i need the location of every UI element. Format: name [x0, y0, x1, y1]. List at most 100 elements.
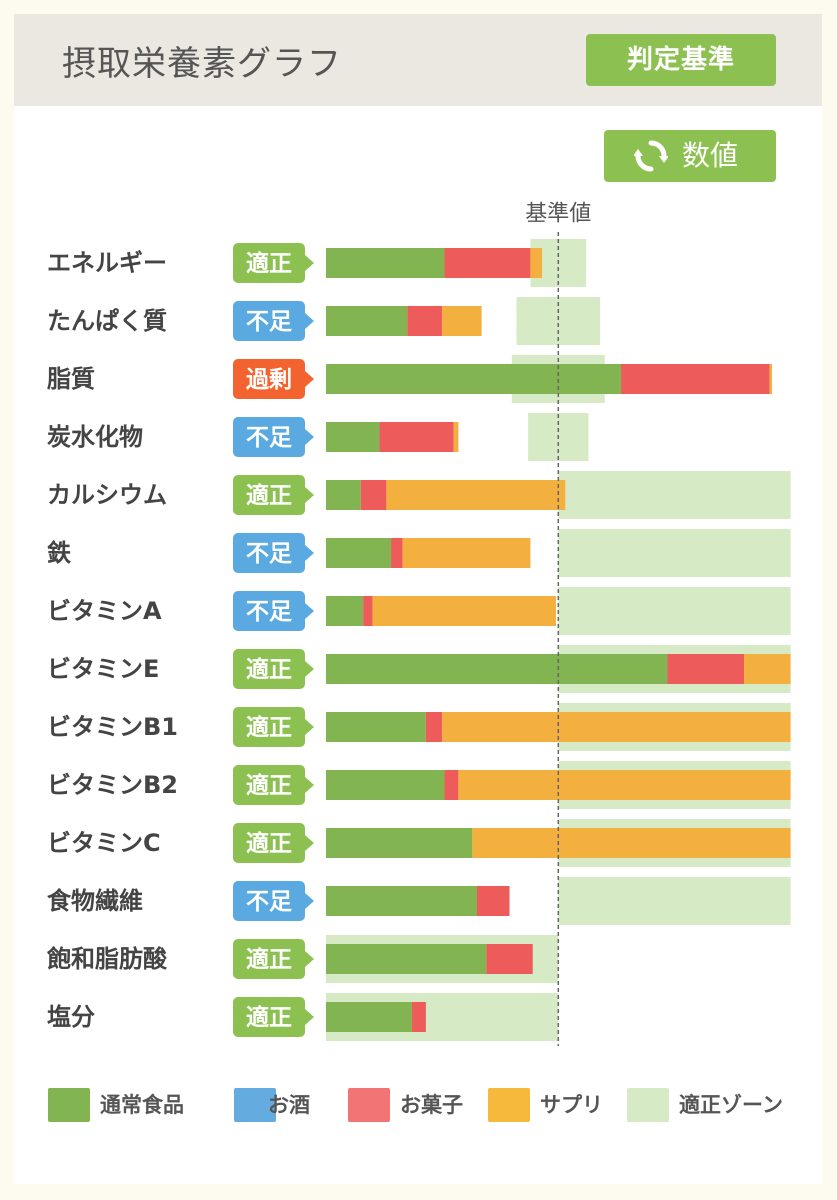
status-badge-label: 過剰: [246, 366, 292, 393]
category-label: ビタミンB1: [47, 713, 178, 741]
page-title: 摂取栄養素グラフ: [62, 44, 342, 84]
bar-sweets: [407, 306, 443, 336]
bar-food: [326, 306, 408, 336]
category-label: 炭水化物: [47, 423, 143, 451]
legend-swatch: [234, 1088, 276, 1122]
bar-sweets: [363, 596, 373, 626]
status-badge-arrow: [305, 429, 314, 445]
category-label: ビタミンB2: [47, 771, 178, 799]
zone-band: [558, 529, 791, 577]
bar-sweets: [621, 364, 770, 394]
category-label: 食物繊維: [47, 887, 143, 915]
status-badge-arrow: [305, 255, 314, 271]
bar-sweets: [486, 944, 533, 974]
bar-food: [326, 886, 477, 916]
bar-food: [326, 596, 364, 626]
reference-label: 基準値: [525, 202, 591, 227]
legend-label: お酒: [268, 1093, 310, 1117]
bar-sweets: [425, 712, 443, 742]
category-label: エネルギー: [47, 249, 167, 277]
status-badge: [233, 243, 305, 283]
bar-food: [326, 654, 668, 684]
bar-food: [326, 770, 445, 800]
status-badge-arrow: [305, 603, 314, 619]
bar-supplement: [453, 422, 459, 452]
status-badge-label: 不足: [246, 889, 292, 915]
status-badge: [233, 591, 305, 631]
bar-food: [326, 422, 380, 452]
bar-sweets: [667, 654, 745, 684]
bar-supplement: [442, 306, 482, 336]
status-badge: [233, 301, 305, 341]
bar-supplement: [372, 596, 556, 626]
category-label: ビタミンE: [47, 655, 159, 683]
status-badge-label: 適正: [246, 714, 292, 741]
status-badge: [233, 881, 305, 921]
status-badge-label: 不足: [246, 425, 292, 451]
category-label: たんぱく質: [47, 307, 167, 335]
status-badge-arrow: [305, 661, 314, 677]
bar-supplement: [442, 712, 791, 742]
bar-sweets: [360, 480, 387, 510]
criteria-button[interactable]: 判定基準: [586, 34, 776, 86]
status-badge-arrow: [305, 313, 314, 329]
bar-supplement: [458, 770, 791, 800]
zone-band: [558, 877, 791, 925]
values-toggle-label: 数値: [682, 139, 739, 172]
status-badge-arrow: [305, 487, 314, 503]
bar-food: [326, 1002, 412, 1032]
category-label: ビタミンC: [47, 829, 161, 857]
bar-sweets: [444, 770, 459, 800]
status-badge: [233, 707, 305, 747]
legend-label: サプリ: [540, 1093, 603, 1117]
values-toggle-button[interactable]: 数値: [604, 130, 776, 182]
status-badge-label: 適正: [246, 830, 292, 857]
bar-food: [326, 538, 392, 568]
category-label: 飽和脂肪酸: [46, 945, 168, 973]
category-label: 塩分: [47, 1003, 95, 1031]
category-label: 鉄: [47, 539, 71, 567]
bar-supplement: [769, 364, 773, 394]
legend-label: 通常食品: [100, 1093, 184, 1117]
status-badge: [233, 997, 305, 1037]
category-label: ビタミンA: [47, 597, 162, 625]
status-badge: [233, 939, 305, 979]
header: 摂取栄養素グラフ 判定基準: [14, 14, 822, 106]
bar-supplement: [744, 654, 791, 684]
status-badge-label: 適正: [246, 772, 292, 799]
legend-swatch: [488, 1088, 530, 1122]
bar-food: [326, 364, 622, 394]
legend-label: 適正ゾーン: [679, 1093, 783, 1117]
status-badge: [233, 649, 305, 689]
status-badge-label: 適正: [246, 656, 292, 683]
bar-supplement: [386, 480, 566, 510]
status-badge: [233, 417, 305, 457]
status-badge-arrow: [305, 1009, 314, 1025]
bar-food: [326, 248, 445, 278]
status-badge: [233, 533, 305, 573]
bar-sweets: [411, 1002, 426, 1032]
status-badge-arrow: [305, 951, 314, 967]
bar-food: [326, 944, 487, 974]
bar-food: [326, 712, 426, 742]
bar-sweets: [379, 422, 454, 452]
bar-supplement: [472, 828, 791, 858]
zone-band: [558, 587, 791, 635]
status-badge: [233, 475, 305, 515]
legend-swatch: [627, 1088, 669, 1122]
bar-supplement: [530, 248, 543, 278]
refresh-icon: [634, 140, 668, 172]
status-badge-label: 不足: [246, 309, 292, 335]
status-badge: [233, 359, 305, 399]
status-badge-arrow: [305, 371, 314, 387]
status-badge-label: 適正: [246, 1004, 292, 1031]
bar-supplement: [402, 538, 531, 568]
category-label: 脂質: [47, 365, 95, 393]
bar-sweets: [444, 248, 531, 278]
status-badge-label: 不足: [246, 599, 292, 625]
bar-sweets: [391, 538, 403, 568]
bar-food: [326, 828, 473, 858]
status-badge: [233, 823, 305, 863]
status-badge-arrow: [305, 777, 314, 793]
legend-swatch: [348, 1088, 390, 1122]
